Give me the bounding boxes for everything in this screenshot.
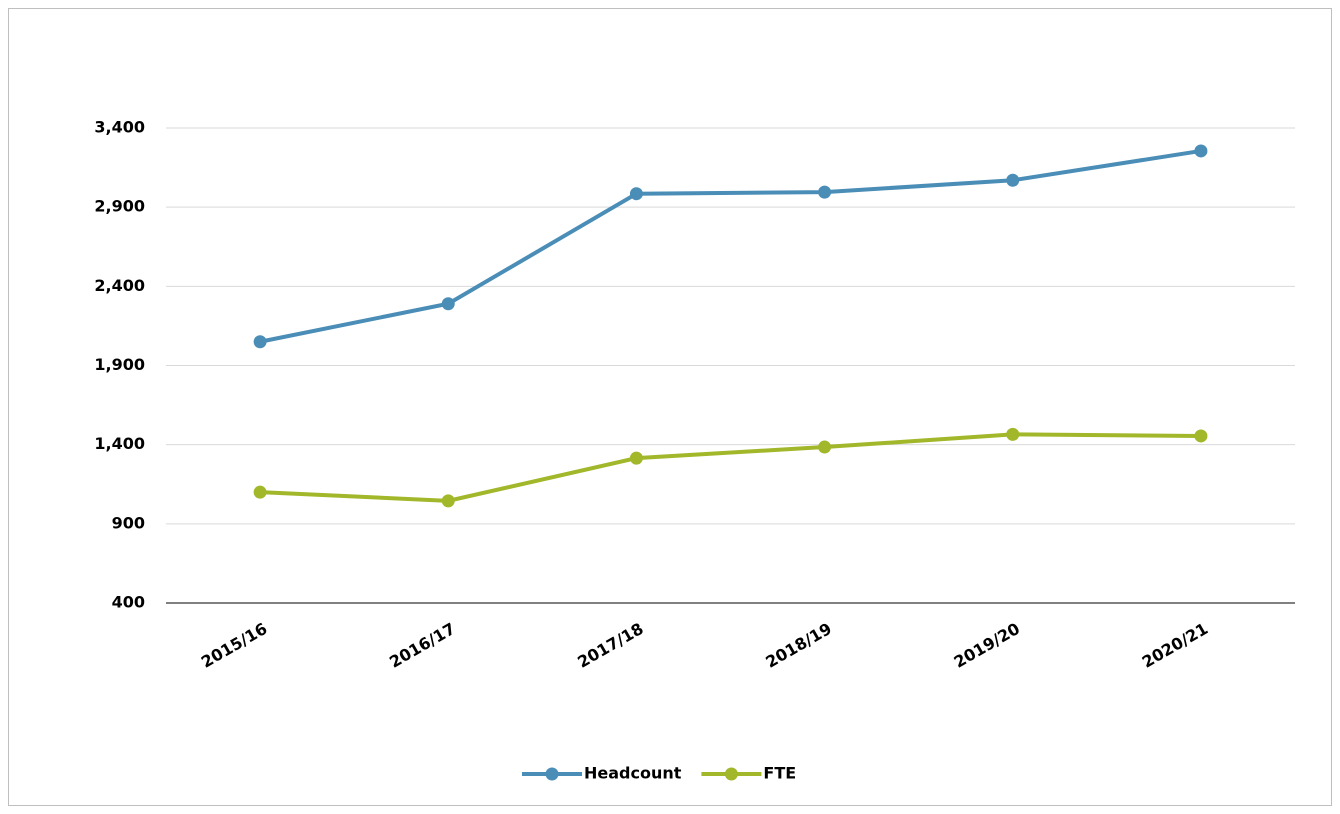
legend-label: FTE <box>763 764 796 783</box>
y-tick-label: 400 <box>112 593 145 612</box>
legend-item: FTE <box>701 764 796 783</box>
y-tick-label: 1,900 <box>94 355 145 374</box>
y-tick-label: 3,400 <box>94 118 145 137</box>
legend-label: Headcount <box>584 764 682 783</box>
data-point <box>629 451 643 465</box>
data-point <box>253 485 267 499</box>
data-point <box>1006 173 1020 187</box>
legend-marker <box>545 767 559 781</box>
legend-item: Headcount <box>522 764 682 783</box>
data-point <box>441 297 455 311</box>
data-point <box>441 494 455 508</box>
series-line <box>259 148 1202 344</box>
y-tick-label: 2,900 <box>94 197 145 216</box>
data-point <box>629 187 643 201</box>
y-tick-label: 1,400 <box>94 434 145 453</box>
y-tick-label: 900 <box>112 513 145 532</box>
data-point <box>253 335 267 349</box>
data-point <box>1194 429 1208 443</box>
chart-frame <box>8 8 1332 806</box>
data-point <box>818 185 832 199</box>
data-point <box>818 440 832 454</box>
legend-marker <box>724 767 738 781</box>
series-line <box>259 432 1201 503</box>
data-point <box>1194 144 1208 158</box>
data-point <box>1006 427 1020 441</box>
y-tick-label: 2,400 <box>94 276 145 295</box>
